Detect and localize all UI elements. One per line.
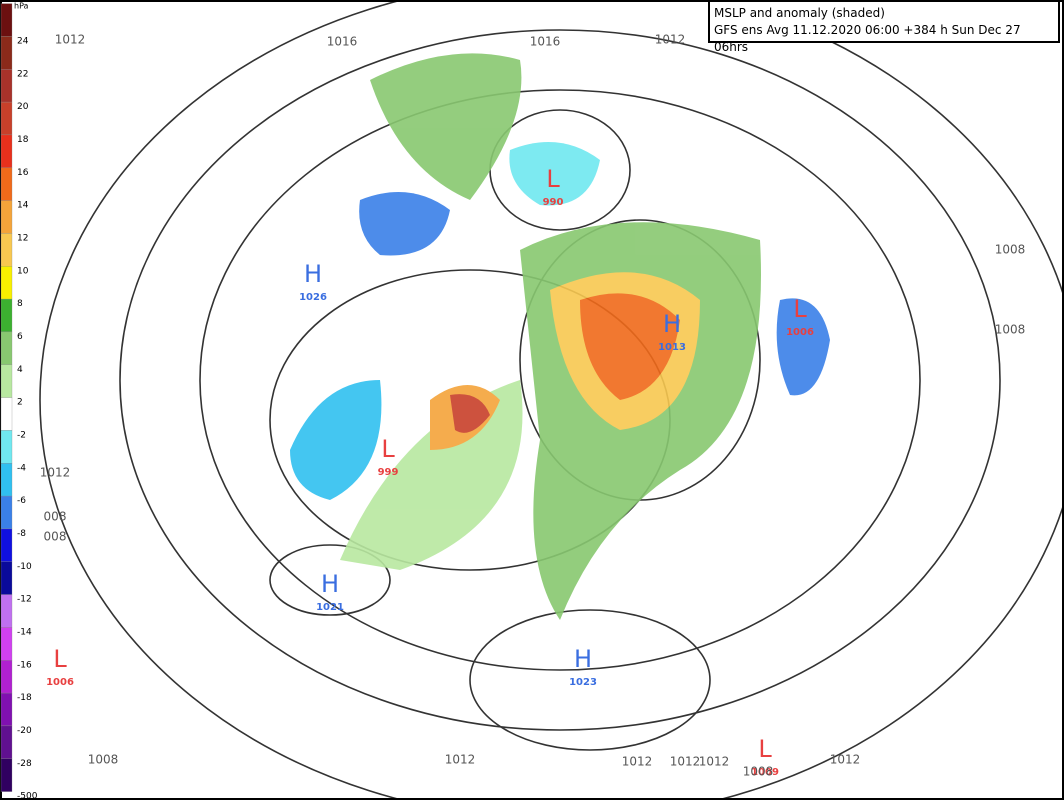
center-value: 1006 — [786, 327, 814, 338]
colorbar-swatch — [0, 364, 13, 398]
colorbar-label: 24 — [17, 37, 29, 47]
colorbar-swatch — [0, 200, 13, 234]
colorbar-swatch — [0, 627, 13, 661]
colorbar-swatch — [0, 528, 13, 562]
colorbar-swatch — [0, 233, 13, 267]
colorbar-label: -20 — [17, 726, 32, 736]
isobar-label: 1016 — [327, 35, 358, 49]
center-letter: L — [546, 165, 560, 193]
colorbar-swatch — [0, 36, 13, 70]
anomaly-shading — [290, 53, 830, 620]
colorbar-swatch — [0, 495, 13, 530]
isobar-label: 1012 — [40, 466, 71, 480]
center-value: 1006 — [46, 677, 74, 688]
colorbar-label: 18 — [17, 135, 29, 145]
colorbar-swatch — [0, 298, 13, 333]
colorbar-swatch — [0, 692, 13, 727]
isobar-label: 1012 — [670, 755, 701, 769]
colorbar-swatch — [0, 397, 13, 431]
isobar-label: 1008 — [743, 765, 774, 779]
isobar-label: 1012 — [830, 753, 861, 767]
center-value: 1023 — [569, 677, 597, 688]
colorbar-label: 14 — [17, 201, 29, 211]
center-letter: H — [304, 260, 322, 288]
colorbar-label: 12 — [17, 234, 28, 244]
colorbar-label: -6 — [17, 496, 26, 506]
header-line: MSLP and anomaly (shaded) — [714, 6, 885, 20]
center-letter: L — [381, 435, 395, 463]
colorbar-unit: hPa — [14, 2, 29, 11]
colorbar-label: 8 — [17, 299, 23, 309]
colorbar-swatch — [0, 660, 13, 694]
colorbar-label: 20 — [17, 102, 29, 112]
isobars — [39, 0, 1064, 800]
isobar-label: 1012 — [655, 33, 686, 47]
colorbar-label: -16 — [17, 660, 32, 670]
colorbar-swatch — [0, 561, 13, 595]
colorbar-label: -10 — [17, 562, 32, 572]
center-value: 1009 — [751, 767, 779, 778]
colorbar-swatch — [0, 101, 13, 136]
colorbar-label: 10 — [17, 266, 29, 276]
map-header: MSLP and anomaly (shaded) GFS ens Avg 11… — [708, 0, 1060, 54]
colorbar-label: -4 — [17, 463, 26, 473]
colorbar-swatch — [0, 463, 13, 497]
center-letter: H — [663, 310, 681, 338]
center-value: 1021 — [316, 602, 344, 613]
center-value: 990 — [543, 197, 564, 208]
isobar-label: 1016 — [530, 35, 561, 49]
center-value: 999 — [378, 467, 399, 478]
colorbar-swatch — [0, 331, 13, 365]
colorbar-label: 4 — [17, 365, 23, 375]
isobar-label: 008 — [44, 510, 67, 524]
colorbar-label: 6 — [17, 332, 23, 342]
colorbar-label: 16 — [17, 168, 29, 178]
center-value: 1013 — [658, 342, 686, 353]
isobar-label: 1012 — [445, 753, 476, 767]
colorbar-swatch — [0, 134, 13, 168]
center-value: 1026 — [299, 292, 327, 303]
colorbar-swatch — [0, 167, 13, 201]
center-letter: H — [321, 570, 339, 598]
isobar-label: 008 — [44, 530, 67, 544]
colorbar-swatch — [0, 266, 13, 300]
colorbar-swatch — [0, 3, 13, 37]
isobar-label: 1008 — [995, 243, 1026, 257]
isobar-label: 1012 — [699, 755, 730, 769]
colorbar-swatch — [0, 69, 13, 103]
colorbar-swatch — [0, 430, 13, 464]
colorbar-swatch — [0, 594, 13, 628]
colorbar-label: -8 — [17, 529, 26, 539]
isobar-label: 1008 — [88, 753, 119, 767]
colorbar-label: -12 — [17, 595, 32, 605]
isobar-label: 1008 — [995, 323, 1026, 337]
colorbar-swatch — [0, 725, 13, 759]
colorbar-label: -14 — [17, 628, 32, 638]
header-line: GFS ens Avg 11.12.2020 06:00 +384 h Sun … — [714, 23, 1021, 54]
center-letter: H — [574, 645, 592, 673]
center-letter: L — [53, 645, 67, 673]
isobar-label: 1012 — [622, 755, 653, 769]
center-letter: L — [793, 295, 807, 323]
colorbar-label: -28 — [17, 759, 32, 769]
colorbar-label: 2 — [17, 398, 23, 408]
colorbar-label: -500 — [17, 792, 38, 800]
colorbar-swatch — [0, 758, 13, 792]
colorbar-label: -2 — [17, 431, 26, 441]
colorbar-label: -18 — [17, 693, 32, 703]
isobar-label: 1012 — [55, 33, 86, 47]
center-letter: L — [758, 735, 772, 763]
colorbar-label: 22 — [17, 69, 28, 79]
